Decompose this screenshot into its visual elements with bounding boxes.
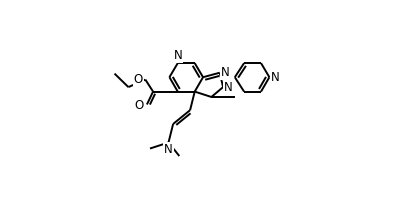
Text: N: N	[221, 66, 230, 79]
Text: N: N	[174, 49, 182, 62]
Text: N: N	[224, 81, 233, 94]
Text: N: N	[164, 143, 173, 156]
Text: O: O	[134, 73, 143, 86]
Text: N: N	[271, 71, 280, 84]
Text: O: O	[134, 99, 143, 112]
